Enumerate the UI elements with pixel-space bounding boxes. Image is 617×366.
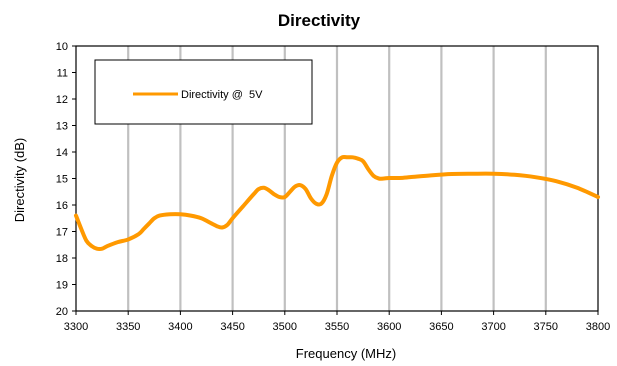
y-axis-ticks: 10 11 12 13 14 15 16 17 18 19 20 xyxy=(56,41,76,318)
y-tick-label: 15 xyxy=(56,174,68,186)
y-tick-label: 20 xyxy=(56,306,68,318)
y-tick-label: 12 xyxy=(56,94,68,106)
chart-title: Directivity xyxy=(278,11,361,30)
series-line xyxy=(74,154,600,252)
y-tick-label: 13 xyxy=(56,121,68,133)
y-tick-label: 19 xyxy=(56,280,68,292)
x-tick-label: 3500 xyxy=(273,321,297,333)
x-tick-label: 3450 xyxy=(220,321,244,333)
y-tick-label: 14 xyxy=(56,147,68,159)
y-axis-label: Directivity (dB) xyxy=(12,138,27,223)
x-tick-label: 3600 xyxy=(377,321,401,333)
y-tick-label: 10 xyxy=(56,41,68,53)
y-tick-label: 16 xyxy=(56,200,68,212)
legend-label: Directivity @ 5V xyxy=(181,89,263,101)
x-tick-label: 3300 xyxy=(64,321,88,333)
legend-box xyxy=(94,59,313,125)
series-group xyxy=(74,154,600,252)
x-tick-label: 3550 xyxy=(325,321,349,333)
legend: Directivity @ 5V xyxy=(94,59,313,125)
y-tick-label: 18 xyxy=(56,253,68,265)
x-tick-label: 3650 xyxy=(429,321,453,333)
x-tick-label: 3750 xyxy=(534,321,558,333)
x-tick-label: 3700 xyxy=(481,321,505,333)
x-tick-label: 3400 xyxy=(168,321,192,333)
x-axis-ticks: 3300 3350 3400 3450 3500 3550 3600 3650 3700 3750… xyxy=(64,311,610,333)
x-tick-label: 3350 xyxy=(116,321,140,333)
x-axis-label: Frequency (MHz) xyxy=(296,346,396,361)
y-tick-label: 11 xyxy=(57,68,68,80)
x-tick-label: 3800 xyxy=(586,321,610,333)
y-tick-label: 17 xyxy=(56,227,68,239)
